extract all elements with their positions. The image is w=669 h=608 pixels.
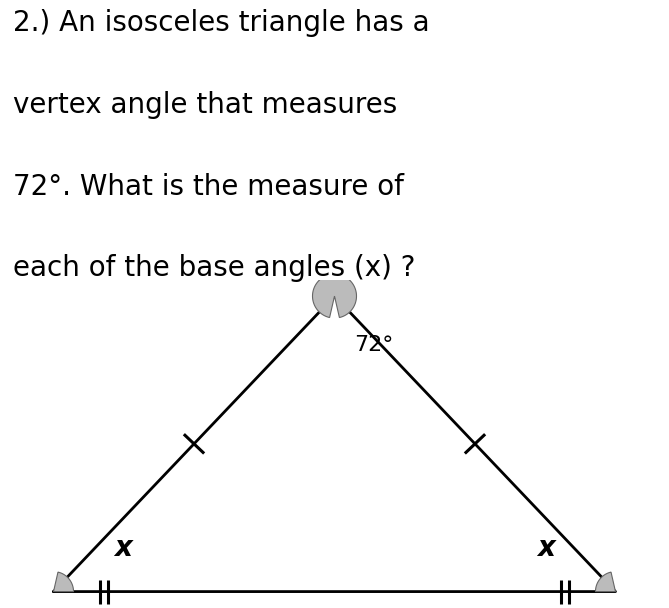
Text: 2: 2 [120,558,121,559]
Text: vertex angle that measures: vertex angle that measures [13,91,397,119]
Text: 72°. What is the measure of: 72°. What is the measure of [13,173,404,201]
Text: x: x [114,534,132,562]
Text: 2.) An isosceles triangle has a: 2.) An isosceles triangle has a [13,9,430,37]
Polygon shape [595,572,615,592]
Text: 72°: 72° [355,336,394,356]
Polygon shape [54,572,74,592]
Text: each of the base angles (x) ?: each of the base angles (x) ? [13,255,416,283]
Text: x: x [537,534,555,562]
Polygon shape [312,274,357,317]
